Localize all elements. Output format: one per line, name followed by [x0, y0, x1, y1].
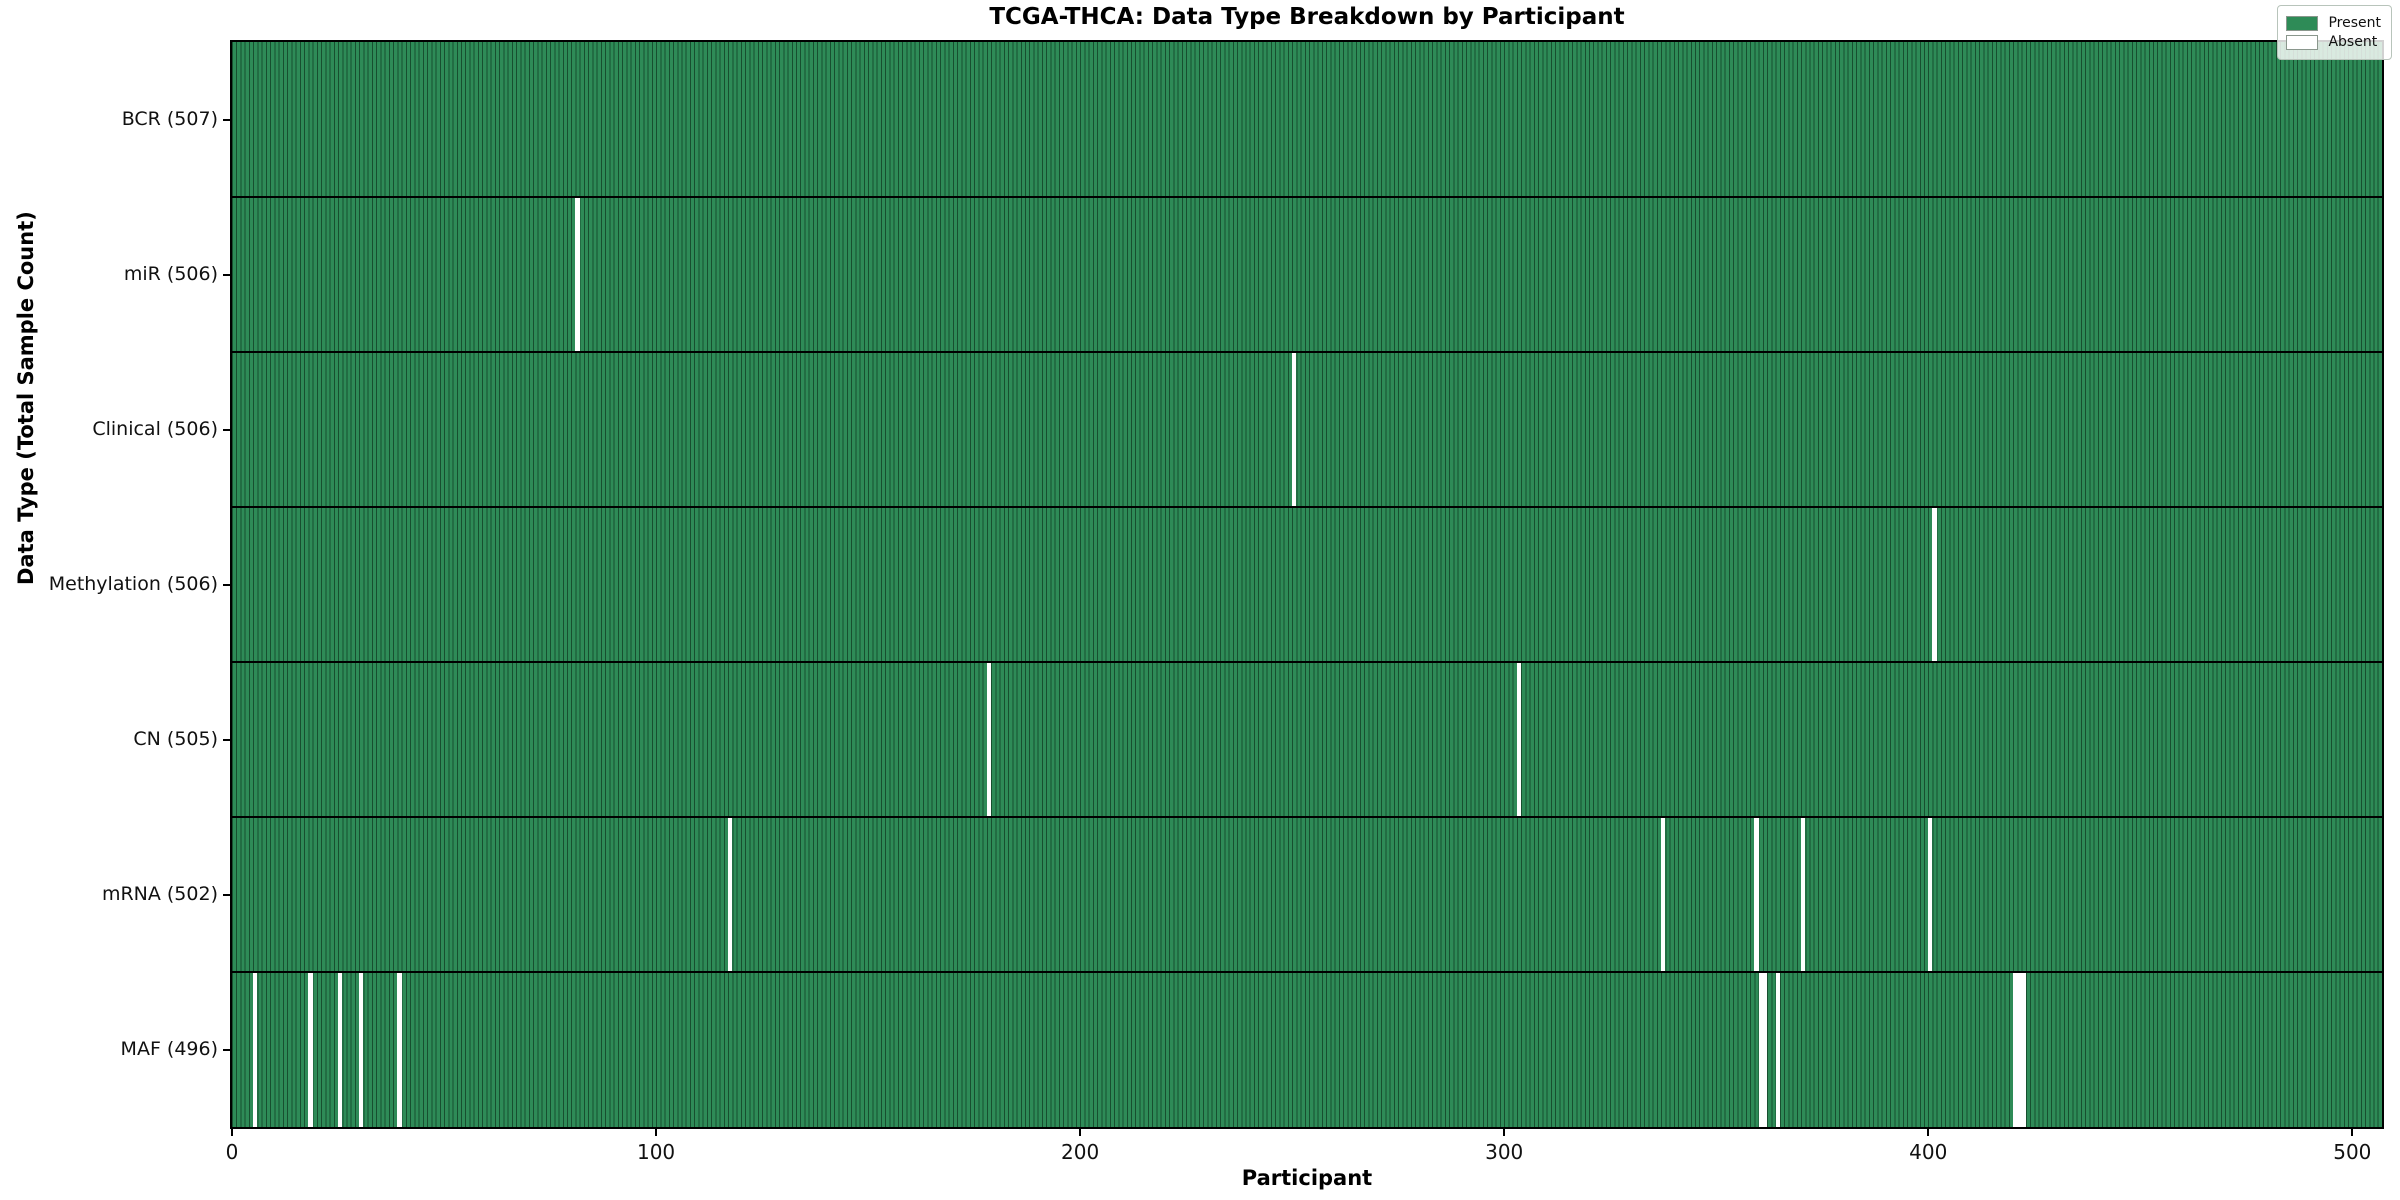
- y-tick-label-methylation: Methylation (506): [48, 572, 218, 595]
- x-tick-label-200: 200: [1061, 1140, 1100, 1164]
- plot-area: [230, 40, 2384, 1129]
- x-tick-mark: [231, 1127, 233, 1136]
- row-separator: [232, 661, 2382, 663]
- heatmap-row-maf: [232, 972, 2382, 1127]
- absent-cell: [1775, 972, 1780, 1127]
- x-tick-label-300: 300: [1485, 1140, 1524, 1164]
- x-tick-mark: [2351, 1127, 2354, 1136]
- y-tick-mark: [223, 273, 232, 276]
- legend: Present Absent: [2277, 5, 2392, 60]
- absent-cell: [1932, 507, 1937, 662]
- y-tick-label-cn: CN (505): [133, 727, 218, 750]
- x-tick-label-500: 500: [2333, 1140, 2372, 1164]
- absent-cell: [2021, 972, 2026, 1127]
- absent-cell: [1762, 972, 1768, 1127]
- absent-cell: [1758, 972, 1763, 1127]
- y-tick-mark: [223, 1048, 232, 1051]
- present-swatch-icon: [2286, 15, 2319, 31]
- absent-cell: [575, 197, 580, 352]
- absent-cell: [1801, 817, 1806, 972]
- chart-title: TCGA-THCA: Data Type Breakdown by Partic…: [989, 4, 1625, 30]
- y-tick-mark: [223, 738, 232, 741]
- y-tick-label-clinical: Clinical (506): [92, 417, 218, 440]
- absent-cell: [359, 972, 364, 1127]
- absent-swatch-icon: [2286, 34, 2319, 50]
- absent-cell: [2017, 972, 2022, 1127]
- row-separator: [232, 816, 2382, 818]
- legend-label-absent: Absent: [2328, 34, 2378, 50]
- row-separator: [232, 196, 2382, 198]
- y-tick-label-maf: MAF (496): [120, 1037, 218, 1060]
- heatmap-row-cn: [232, 662, 2382, 817]
- heatmap-row-mrna: [232, 817, 2382, 972]
- x-tick-mark: [655, 1127, 658, 1136]
- y-tick-label-mir: miR (506): [123, 262, 218, 285]
- absent-cell: [986, 662, 992, 817]
- y-tick-mark: [223, 118, 232, 121]
- legend-entry-absent: Absent: [2286, 34, 2381, 50]
- y-tick-mark: [223, 428, 232, 431]
- x-tick-label-400: 400: [1909, 1140, 1948, 1164]
- x-tick-label-0: 0: [225, 1140, 239, 1164]
- heatmap-row-bcr: [232, 42, 2382, 197]
- absent-cell: [1661, 817, 1666, 972]
- heatmap-row-clinical: [232, 352, 2382, 507]
- heatmap-row-mir: [232, 197, 2382, 352]
- y-tick-mark: [223, 583, 232, 586]
- absent-cell: [397, 972, 402, 1127]
- y-tick-label-mrna: mRNA (502): [101, 882, 218, 905]
- heatmap-row-methylation: [232, 507, 2382, 662]
- absent-cell: [1516, 662, 1522, 817]
- absent-cell: [728, 817, 733, 972]
- absent-cell: [1928, 817, 1933, 972]
- absent-cell: [338, 972, 343, 1127]
- x-tick-mark: [1927, 1127, 1930, 1136]
- row-separator: [232, 351, 2382, 353]
- row-separator: [232, 506, 2382, 508]
- legend-entry-present: Present: [2286, 15, 2381, 31]
- absent-cell: [308, 972, 313, 1127]
- absent-cell: [2013, 972, 2018, 1127]
- x-axis-label: Participant: [1241, 1166, 1373, 1190]
- row-separator: [232, 971, 2382, 973]
- y-tick-label-bcr: BCR (507): [121, 107, 218, 130]
- absent-cell: [1292, 352, 1297, 507]
- x-tick-label-100: 100: [636, 1140, 676, 1164]
- absent-cell: [253, 972, 258, 1127]
- x-tick-mark: [1079, 1127, 1082, 1136]
- absent-cell: [1754, 817, 1759, 972]
- legend-label-present: Present: [2328, 15, 2381, 31]
- x-tick-mark: [1503, 1127, 1506, 1136]
- y-tick-mark: [223, 893, 232, 896]
